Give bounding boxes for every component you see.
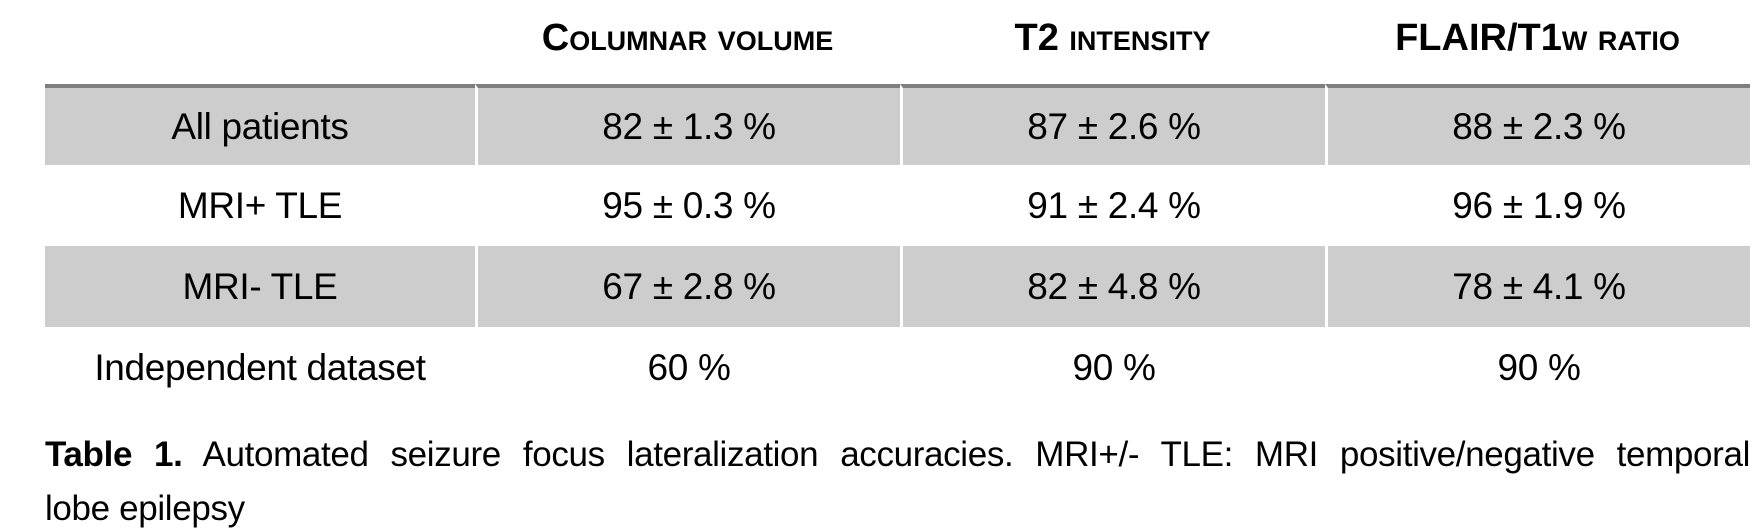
table-row-independent-dataset: Independent dataset 60 % 90 % 90 % (45, 327, 1750, 408)
header-cell-empty (45, 0, 475, 84)
header-cell-columnar-volume: Columnar volume (541, 16, 834, 59)
table-row-all-patients: All patients 82 ± 1.3 % 87 ± 2.6 % 88 ± … (45, 84, 1750, 165)
caption-line-1: Table 1. Automated seizure focus lateral… (45, 428, 1750, 482)
caption-label: Table 1. (45, 435, 183, 474)
cell-value: 95 ± 0.3 % (475, 165, 900, 246)
header-cell-t2-intensity: T2 intensity (1014, 16, 1211, 59)
cell-value: 60 % (475, 327, 900, 408)
header-row: Columnar volume T2 intensity FLAIR/T1w r… (45, 0, 1750, 84)
row-label: All patients (45, 84, 475, 165)
row-label: MRI+ TLE (177, 184, 343, 226)
cell-value: 87 ± 2.6 % (900, 84, 1325, 165)
row-label: MRI- TLE (45, 246, 475, 327)
cell-value: 88 ± 2.3 % (1325, 84, 1750, 165)
row-label: Independent dataset (94, 346, 426, 388)
table-row-mri-minus-tle: MRI- TLE 67 ± 2.8 % 82 ± 4.8 % 78 ± 4.1 … (45, 246, 1750, 327)
table-header: Columnar volume T2 intensity FLAIR/T1w r… (45, 0, 1750, 84)
caption-text: Automated seizure focus lateralization a… (202, 435, 1750, 474)
results-table: Columnar volume T2 intensity FLAIR/T1w r… (45, 0, 1750, 408)
table-row-mri-plus-tle: MRI+ TLE 95 ± 0.3 % 91 ± 2.4 % 96 ± 1.9 … (45, 165, 1750, 246)
cell-value: 96 ± 1.9 % (1325, 165, 1750, 246)
cell-value: 82 ± 4.8 % (900, 246, 1325, 327)
cell-value: 82 ± 1.3 % (475, 84, 900, 165)
cell-value: 90 % (1325, 327, 1750, 408)
header-cell-flair-t1w-ratio: FLAIR/T1w ratio (1395, 16, 1680, 59)
cell-value: 78 ± 4.1 % (1325, 246, 1750, 327)
cell-value: 91 ± 2.4 % (900, 165, 1325, 246)
table-caption: Table 1. Automated seizure focus lateral… (45, 428, 1750, 528)
caption-line-2: lobe epilepsy (45, 489, 245, 528)
table-body: All patients 82 ± 1.3 % 87 ± 2.6 % 88 ± … (45, 84, 1750, 408)
cell-value: 67 ± 2.8 % (475, 246, 900, 327)
cell-value: 90 % (900, 327, 1325, 408)
